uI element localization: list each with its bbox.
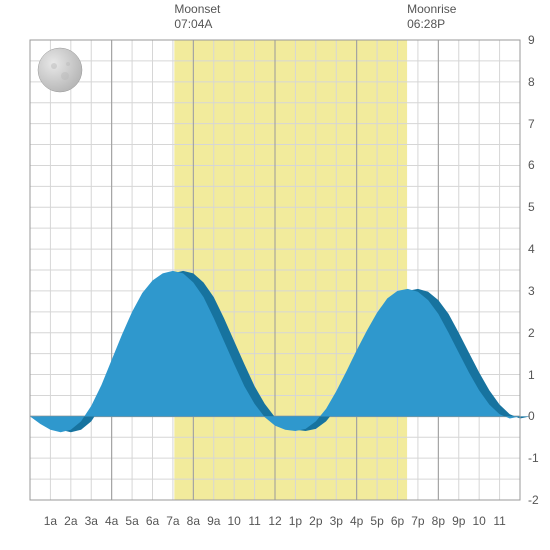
x-tick-label: 12 (268, 514, 281, 528)
x-tick-label: 1p (289, 514, 302, 528)
x-tick-label: 11 (248, 514, 260, 528)
y-tick-label: 3 (528, 284, 535, 298)
tide-chart: { "chart": { "type": "area", "canvas": {… (0, 0, 550, 550)
moon-phase-icon (38, 48, 82, 92)
y-tick-label: 2 (528, 326, 535, 340)
x-tick-label: 10 (472, 514, 485, 528)
moonrise-title: Moonrise (407, 2, 456, 17)
x-tick-label: 4p (350, 514, 363, 528)
x-tick-label: 3p (330, 514, 343, 528)
y-tick-label: 7 (528, 117, 535, 131)
y-tick-label: -1 (528, 451, 539, 465)
x-tick-label: 9p (452, 514, 465, 528)
x-tick-label: 6a (146, 514, 159, 528)
x-tick-label: 7a (166, 514, 179, 528)
x-tick-label: 2a (64, 514, 77, 528)
x-tick-label: 5a (125, 514, 138, 528)
moonrise-label: Moonrise06:28P (407, 2, 456, 32)
y-tick-label: 5 (528, 200, 535, 214)
x-tick-label: 6p (391, 514, 404, 528)
x-tick-label: 1a (44, 514, 57, 528)
chart-svg (0, 0, 550, 550)
y-tick-label: -2 (528, 493, 539, 507)
y-tick-label: 9 (528, 33, 535, 47)
x-tick-label: 2p (309, 514, 322, 528)
moonset-time: 07:04A (174, 17, 220, 32)
x-tick-label: 11 (493, 514, 505, 528)
moonrise-time: 06:28P (407, 17, 456, 32)
x-tick-label: 5p (370, 514, 383, 528)
moonset-title: Moonset (174, 2, 220, 17)
moonset-label: Moonset07:04A (174, 2, 220, 32)
y-tick-label: 0 (528, 409, 535, 423)
x-tick-label: 10 (227, 514, 240, 528)
x-tick-label: 8p (432, 514, 445, 528)
x-tick-label: 4a (105, 514, 118, 528)
x-tick-label: 9a (207, 514, 220, 528)
y-tick-label: 8 (528, 75, 535, 89)
y-tick-label: 6 (528, 158, 535, 172)
x-tick-label: 8a (187, 514, 200, 528)
x-tick-label: 3a (85, 514, 98, 528)
x-tick-label: 7p (411, 514, 424, 528)
y-tick-label: 4 (528, 242, 535, 256)
y-tick-label: 1 (528, 368, 535, 382)
